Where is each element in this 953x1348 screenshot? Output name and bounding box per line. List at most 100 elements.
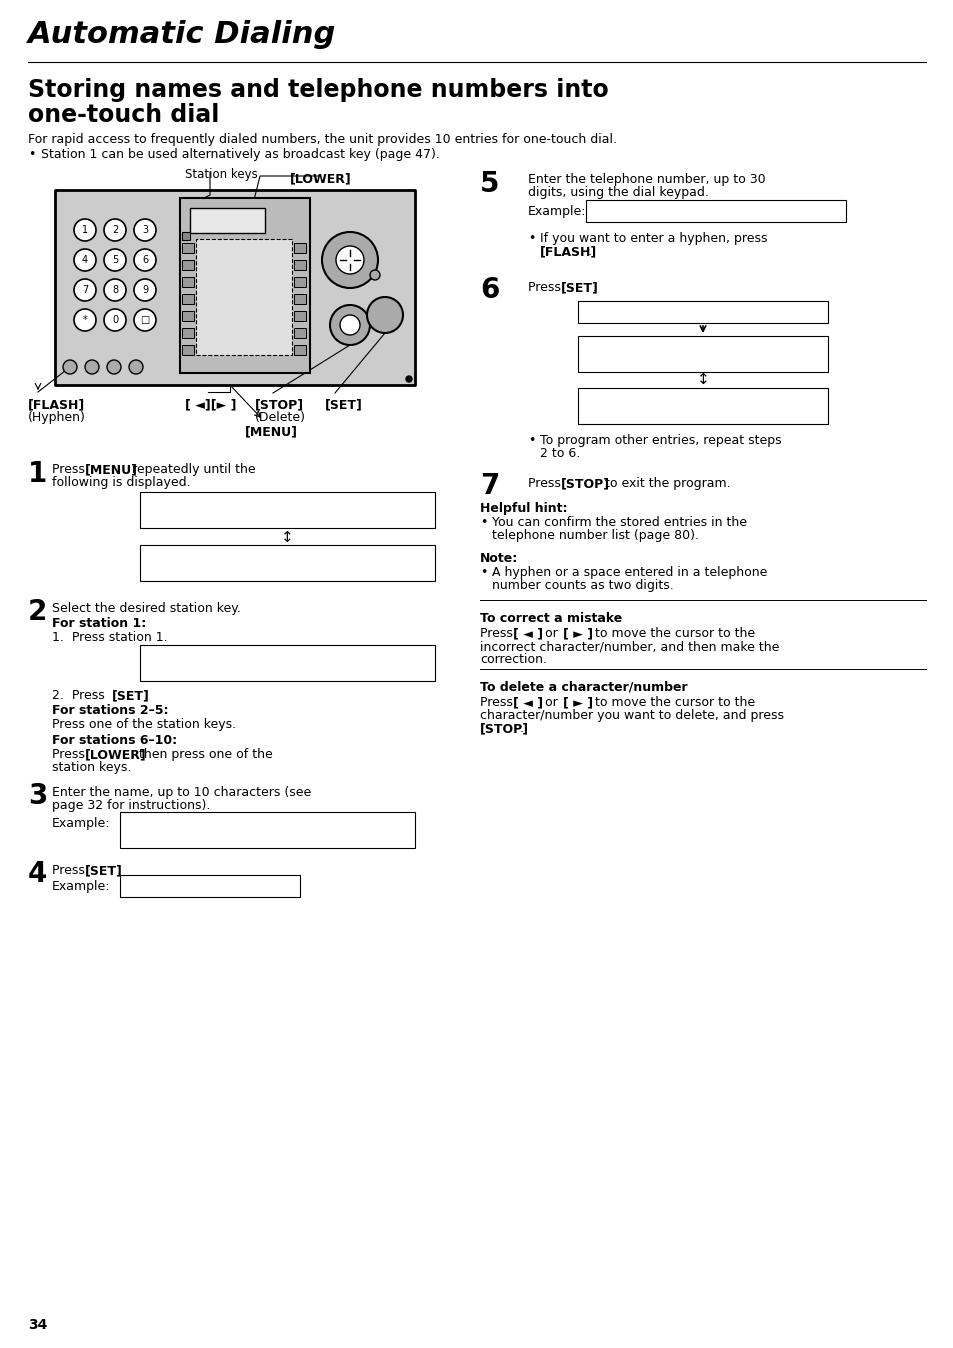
Bar [180, 198, 310, 373]
Text: •: • [479, 566, 487, 580]
Text: Press: Press [52, 462, 89, 476]
Text: PRESS NAVI.: PRESS NAVI. [144, 562, 222, 576]
Text: To delete a character/number: To delete a character/number [479, 681, 687, 694]
Text: Station 1 can be used alternatively as broadcast key (page 47).: Station 1 can be used alternatively as b… [41, 148, 439, 160]
Text: Storing names and telephone numbers into: Storing names and telephone numbers into [28, 78, 608, 102]
Circle shape [339, 315, 359, 336]
Text: Select the desired station key.: Select the desired station key. [52, 603, 240, 615]
Text: PRESS STATION OR: PRESS STATION OR [144, 510, 257, 522]
Text: 5: 5 [479, 170, 499, 198]
Text: [STOP]: [STOP] [560, 477, 610, 491]
Bar [190, 208, 265, 233]
Bar [294, 276, 306, 287]
Text: Press: Press [52, 748, 89, 762]
Text: [LOWER]: [LOWER] [85, 748, 147, 762]
Text: •: • [527, 232, 535, 245]
Text: [MENU]: [MENU] [85, 462, 138, 476]
Text: station keys.: station keys. [52, 762, 132, 774]
Text: [ ► ]: [ ► ] [562, 696, 593, 709]
Text: 2: 2 [28, 599, 48, 625]
Text: [STOP]: [STOP] [254, 398, 304, 411]
Circle shape [133, 279, 156, 301]
Text: 2: 2 [112, 225, 118, 235]
Text: repeatedly until the: repeatedly until the [128, 462, 255, 476]
Text: If you want to enter a hyphen, press: If you want to enter a hyphen, press [539, 232, 767, 245]
Text: You can confirm the stored entries in the: You can confirm the stored entries in th… [492, 516, 746, 528]
Circle shape [133, 249, 156, 271]
Text: Automatic Dialing: Automatic Dialing [28, 20, 336, 49]
Text: PRESS NAVI.: PRESS NAVI. [581, 404, 659, 418]
Bar [294, 328, 306, 338]
Text: [MENU]: [MENU] [245, 425, 297, 438]
Bar [294, 294, 306, 305]
Text: digits, using the dial keypad.: digits, using the dial keypad. [527, 186, 708, 200]
Text: Enter the name, up to 10 characters (see: Enter the name, up to 10 characters (see [52, 786, 311, 799]
Text: .: . [117, 864, 121, 878]
Bar [195, 239, 292, 355]
Text: 34: 34 [28, 1318, 48, 1332]
Text: For stations 6–10:: For stations 6–10: [52, 735, 177, 747]
Bar [120, 811, 415, 848]
Text: PRESS STATION OR: PRESS STATION OR [581, 353, 696, 367]
Text: 2.  Press: 2. Press [52, 689, 109, 702]
Text: .: . [593, 280, 597, 294]
Bar [578, 388, 827, 425]
Text: •: • [479, 516, 487, 528]
Bar [182, 345, 193, 355]
Text: 7: 7 [479, 472, 498, 500]
Text: correction.: correction. [479, 652, 546, 666]
Text: 1: 1 [82, 225, 88, 235]
Bar [120, 875, 299, 896]
Text: REGISTERED: REGISTERED [581, 305, 653, 318]
Text: DIRECTORY SET: DIRECTORY SET [144, 496, 236, 510]
Text: 3: 3 [142, 225, 148, 235]
Text: STORE:PRESS SET: STORE:PRESS SET [124, 829, 231, 842]
Text: Note:: Note: [479, 551, 517, 565]
Text: one-touch dial: one-touch dial [28, 102, 219, 127]
Circle shape [74, 309, 96, 332]
Text: Press: Press [527, 477, 564, 491]
Text: Press one of the station keys.: Press one of the station keys. [52, 718, 236, 731]
Text: 4: 4 [82, 255, 88, 266]
Text: •: • [28, 148, 35, 160]
Text: Helpful hint:: Helpful hint: [479, 501, 567, 515]
Circle shape [104, 249, 126, 271]
Text: 4: 4 [28, 860, 48, 888]
Text: STATION 1: STATION 1 [144, 648, 208, 662]
Text: page 32 for instructions).: page 32 for instructions). [52, 799, 211, 811]
Text: (Hyphen): (Hyphen) [28, 411, 86, 425]
Text: to move the cursor to the: to move the cursor to the [590, 627, 755, 640]
Circle shape [129, 360, 143, 373]
Text: A hyphen or a space entered in a telephone: A hyphen or a space entered in a telepho… [492, 566, 766, 580]
Circle shape [74, 249, 96, 271]
Text: to move the cursor to the: to move the cursor to the [590, 696, 755, 709]
Text: Example:: Example: [52, 817, 111, 830]
Bar [578, 336, 827, 372]
Text: DIRECTORY SET: DIRECTORY SET [581, 340, 674, 353]
Text: 0: 0 [112, 315, 118, 325]
Bar [140, 644, 435, 681]
Text: Press: Press [479, 627, 517, 640]
Text: 9: 9 [142, 284, 148, 295]
Text: To correct a mistake: To correct a mistake [479, 612, 621, 625]
Text: [ ► ]: [ ► ] [562, 627, 593, 640]
Text: [SET]: [SET] [85, 864, 123, 878]
Bar [585, 200, 845, 222]
Circle shape [133, 218, 156, 241]
Text: [STOP]: [STOP] [479, 723, 529, 735]
Text: or: or [540, 627, 561, 640]
Bar [182, 260, 193, 270]
Text: *: * [83, 315, 88, 325]
Text: ↕: ↕ [280, 530, 294, 545]
Circle shape [74, 279, 96, 301]
Text: Station keys: Station keys [185, 168, 257, 181]
Bar [294, 311, 306, 321]
Text: 6: 6 [479, 276, 498, 305]
Text: •: • [527, 434, 535, 448]
Text: 1: 1 [28, 460, 48, 488]
Bar [182, 276, 193, 287]
Text: DIRECTORY SET: DIRECTORY SET [581, 392, 674, 404]
Text: Press: Press [479, 696, 517, 709]
Text: 2 to 6.: 2 to 6. [539, 448, 579, 460]
Text: (Delete): (Delete) [254, 411, 306, 425]
